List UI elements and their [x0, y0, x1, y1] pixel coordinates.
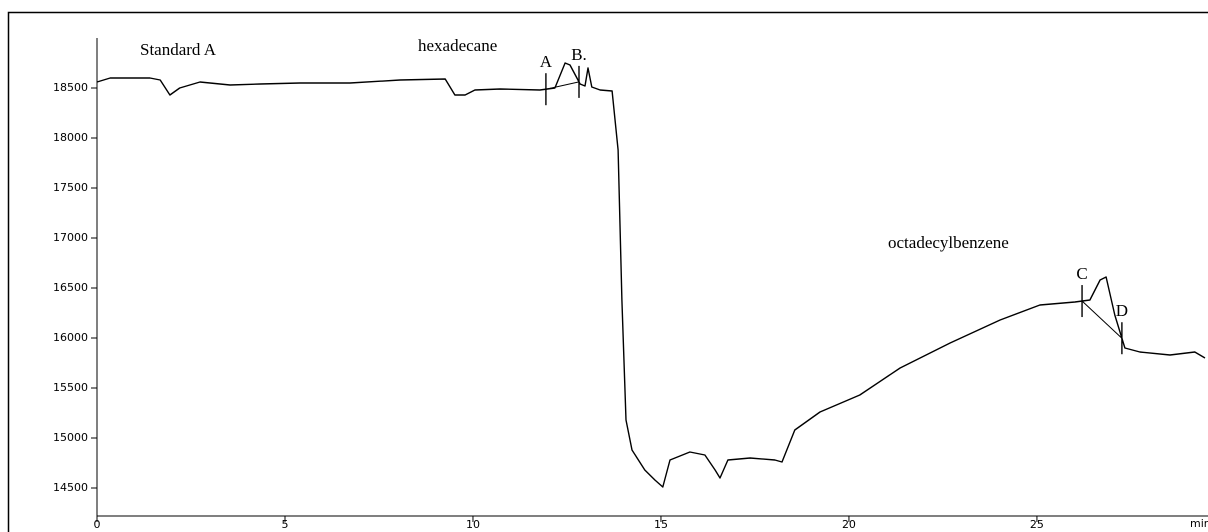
- baseline: [545, 81, 580, 90]
- annotation: Standard A: [140, 40, 217, 59]
- trace: [96, 62, 1206, 488]
- x-tick-label: 25: [1030, 518, 1044, 531]
- y-tick-label: 17500: [53, 181, 88, 194]
- y-tick-label: 17000: [53, 231, 88, 244]
- frame: [7, 11, 1208, 532]
- annotation: hexadecane: [418, 36, 497, 55]
- x-tick-label: 5: [281, 518, 288, 531]
- peak-marker-label: B.: [571, 45, 587, 64]
- y-tick-label: 18500: [53, 81, 88, 94]
- baseline: [1081, 300, 1123, 339]
- annotation: octadecylbenzene: [888, 233, 1009, 252]
- y-tick-label: 18000: [53, 131, 88, 144]
- peak-marker-label: A: [540, 52, 553, 71]
- y-tick-label: 15500: [53, 381, 88, 394]
- x-tick-label: 10: [466, 518, 480, 531]
- y-tick-label: 14500: [53, 481, 88, 494]
- y-tick-label: 16000: [53, 331, 88, 344]
- x-tick-label: 0: [94, 518, 101, 531]
- x-axis-label: min: [1190, 517, 1208, 530]
- x-tick-label: 20: [842, 518, 856, 531]
- peak-marker-label: C: [1076, 264, 1087, 283]
- y-tick-label: 16500: [53, 281, 88, 294]
- peak-marker-label: D: [1116, 301, 1128, 320]
- x-tick-label: 15: [654, 518, 668, 531]
- y-tick-label: 15000: [53, 431, 88, 444]
